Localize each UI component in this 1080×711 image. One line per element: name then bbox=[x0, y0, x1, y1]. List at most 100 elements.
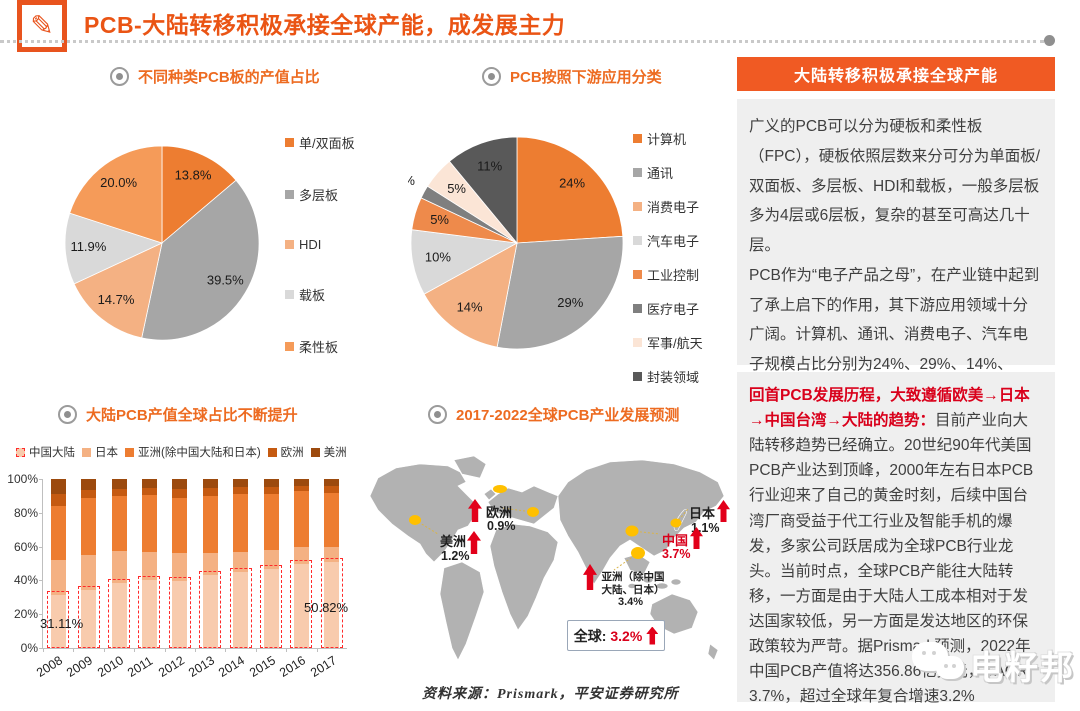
y-axis-label: 100% bbox=[7, 472, 38, 486]
china-dashed-outline bbox=[229, 567, 252, 648]
china-dashed-outline bbox=[108, 578, 130, 648]
bar-segment-日本 bbox=[141, 551, 157, 581]
pie-slice-多层板 bbox=[141, 179, 260, 341]
pie-slice-载板 bbox=[64, 212, 164, 285]
x-axis-label: 2009 bbox=[64, 653, 96, 680]
legend-label: 消费电子 bbox=[647, 200, 700, 215]
bar-legend: 中国大陆 日本 亚洲(除中国大陆和日本) 欧洲 美洲 bbox=[16, 444, 347, 460]
china-dashed-outline bbox=[47, 591, 70, 648]
bar-segment-美洲 bbox=[141, 479, 157, 489]
bullseye-icon bbox=[482, 67, 501, 86]
global-growth-box: 全球: 3.2% bbox=[567, 620, 665, 651]
x-tick bbox=[255, 648, 257, 652]
legend-label: 多层板 bbox=[299, 188, 339, 203]
bar-segment-亚洲(除中国大陆和日本) bbox=[141, 495, 157, 552]
y-axis-label: 0% bbox=[20, 641, 38, 655]
section-title-pie2: PCB按照下游应用分类 bbox=[482, 66, 662, 87]
growth-arrow-global bbox=[646, 626, 659, 645]
legend-swatch bbox=[310, 447, 320, 457]
section-title-text: 大陆PCB产值全球占比不断提升 bbox=[86, 407, 298, 424]
map-marker-japan bbox=[670, 518, 682, 528]
bar-segment-中国大陆 bbox=[111, 582, 127, 648]
bar-annotation-2008: 31.11% bbox=[40, 616, 84, 631]
map-marker-americas bbox=[409, 515, 421, 525]
section-title-text: 2017-2022全球PCB产业发展预测 bbox=[456, 407, 680, 424]
bar-segment-美洲 bbox=[202, 479, 218, 489]
bar-segment-欧洲 bbox=[233, 487, 249, 495]
map-marker-europe bbox=[527, 507, 539, 517]
legend-swatch bbox=[285, 190, 294, 199]
bullseye-icon bbox=[58, 405, 77, 424]
legend-label: HDI bbox=[299, 237, 322, 252]
dotted-divider bbox=[0, 40, 1044, 43]
bar-segment-欧洲 bbox=[293, 485, 309, 491]
header-icon-box: ✎ bbox=[17, 0, 67, 52]
bar-segment-中国大陆 bbox=[172, 580, 188, 648]
legend-swatch bbox=[633, 270, 642, 279]
x-tick bbox=[134, 648, 136, 652]
bar-segment-中国大陆 bbox=[233, 571, 249, 648]
legend-item: HDI bbox=[285, 237, 355, 252]
y-tick bbox=[39, 580, 43, 582]
legend-swatch bbox=[285, 290, 294, 299]
legend-item: 工业控制 bbox=[633, 265, 703, 284]
divider-end-dot bbox=[1044, 35, 1055, 46]
page-title: PCB-大陆转移积极承接全球产能，成发展主力 bbox=[84, 12, 566, 38]
bar-segment-日本 bbox=[50, 560, 66, 596]
pie-slice-label: 14.7% bbox=[98, 292, 135, 307]
source-note: 资料来源：Prismark，平安证券研究所 bbox=[422, 687, 679, 702]
y-axis-label: 80% bbox=[13, 505, 38, 520]
legend-label: 载板 bbox=[299, 288, 326, 303]
bar-x-axis: 2008 2009 2010 2011 2012 2013 2014 2015 2016 2017 bbox=[34, 652, 362, 694]
map-island bbox=[670, 578, 682, 586]
legend-label: 医疗电子 bbox=[647, 302, 700, 317]
y-tick bbox=[39, 512, 43, 514]
legend-label: 单/双面板 bbox=[299, 136, 355, 151]
bullseye-icon bbox=[110, 67, 129, 86]
legend-label: 美洲 bbox=[323, 447, 347, 459]
map-value-europe: 0.9% bbox=[487, 519, 516, 533]
map-label-asia: 亚洲（除中国大陆、日本） bbox=[601, 571, 665, 596]
paragraph: 广义的PCB可以分为硬板和柔性板（FPC），硬板依照层数来分可分为单面板/双面板… bbox=[749, 118, 1041, 254]
world-map bbox=[369, 455, 725, 661]
legend-label: 亚洲(除中国大陆和日本) bbox=[138, 447, 261, 459]
pie-slice-label: 39.5% bbox=[207, 272, 244, 287]
bar-segment-欧洲 bbox=[172, 489, 188, 498]
section-title-map: 2017-2022全球PCB产业发展预测 bbox=[428, 404, 679, 425]
section-title-pie1: 不同种类PCB板的产值占比 bbox=[110, 66, 320, 87]
bar-segment-中国大陆 bbox=[141, 580, 157, 648]
bar-segment-欧洲 bbox=[111, 489, 127, 496]
legend-item: 消费电子 bbox=[633, 197, 703, 216]
bar-segment-中国大陆 bbox=[81, 589, 97, 648]
legend-label: 柔性板 bbox=[299, 340, 339, 355]
bar-segment-日本 bbox=[202, 552, 218, 575]
pie-chart-pcb-types: 13.8% 39.5% 14.7% 11.9% 20.0% bbox=[64, 145, 260, 341]
x-tick bbox=[73, 648, 75, 652]
bar-segment-欧洲 bbox=[81, 490, 97, 498]
pie-slice-label: 20.0% bbox=[100, 175, 137, 190]
x-axis-label: 2017 bbox=[307, 653, 339, 680]
bar-segment-美洲 bbox=[233, 479, 249, 488]
legend-item: 单/双面板 bbox=[285, 133, 355, 152]
legend-item: 日本 bbox=[82, 444, 118, 460]
legend-item: 多层板 bbox=[285, 185, 355, 204]
legend-swatch bbox=[633, 168, 642, 177]
pie-slice-label: 24% bbox=[559, 176, 585, 191]
map-label-china: 中国 bbox=[662, 533, 689, 548]
legend-item: 通讯 bbox=[633, 163, 703, 182]
bar-segment-日本 bbox=[172, 552, 188, 581]
y-axis-label: 40% bbox=[13, 573, 38, 588]
bar-segment-日本 bbox=[233, 551, 249, 572]
legend-label: 军事/航天 bbox=[647, 336, 703, 351]
y-tick bbox=[39, 546, 43, 548]
map-europe bbox=[487, 485, 559, 525]
legend-label: 工业控制 bbox=[647, 268, 700, 283]
legend-label: 计算机 bbox=[647, 132, 687, 147]
pie-chart-pcb-applications: 24% 29% 14% 10% 5% 2% 5% 11% bbox=[408, 136, 624, 350]
pie-slice-label: 5% bbox=[430, 212, 449, 227]
legend-item: 军事/航天 bbox=[633, 333, 703, 352]
map-island bbox=[642, 576, 654, 584]
bar-segment-亚洲(除中国大陆和日本) bbox=[81, 497, 97, 556]
legend-swatch bbox=[633, 236, 642, 245]
y-axis-label: 60% bbox=[13, 539, 38, 554]
